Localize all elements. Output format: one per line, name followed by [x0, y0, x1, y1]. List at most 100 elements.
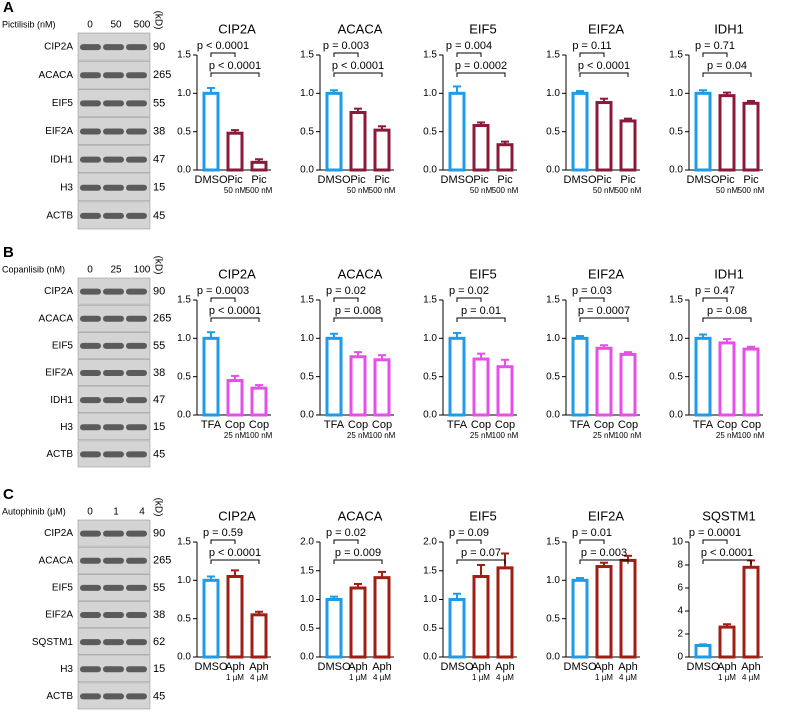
y-tick-label: 0.5	[300, 371, 314, 382]
p-value: p = 0.01	[572, 527, 612, 539]
panel-label: B	[3, 244, 14, 261]
kd-label: 47	[153, 154, 165, 166]
lane-label: 50	[110, 20, 122, 31]
protein-label: EIF2A	[45, 126, 73, 137]
y-tick-label: 1.0	[669, 88, 683, 99]
significance-bracket	[456, 52, 482, 57]
y-tick-label: 1.0	[177, 575, 191, 586]
x-tick-label: Aph	[225, 661, 245, 673]
y-tick-label: 1.5	[423, 565, 437, 576]
p-value: p = 0.01	[461, 305, 501, 317]
y-tick-label: 1.5	[669, 50, 683, 61]
significance-bracket	[702, 539, 728, 544]
x-sublabel: 1 µM	[349, 673, 367, 682]
y-tick-label: 0.5	[177, 613, 191, 624]
y-tick-label: 1.0	[300, 88, 314, 99]
bar	[250, 613, 268, 659]
x-tick-label: Pic	[350, 174, 366, 186]
protein-label: ACACA	[39, 70, 74, 81]
x-sublabel: 500 nM	[369, 186, 396, 195]
y-tick-label: 1.5	[546, 50, 560, 61]
blot-band	[126, 557, 147, 564]
p-value: p = 0.004	[446, 40, 492, 52]
y-tick-label: 1.5	[300, 50, 314, 61]
blot-band	[126, 128, 147, 135]
chart-title: IDH1	[714, 266, 744, 281]
p-value: p = 0.02	[326, 285, 366, 297]
blot-band	[126, 693, 147, 700]
significance-bracket	[579, 559, 629, 564]
x-sublabel: 1 µM	[718, 673, 736, 682]
kd-label: 55	[153, 340, 165, 352]
x-tick-label: Aph	[594, 661, 614, 673]
x-sublabel: 4 µM	[250, 673, 268, 682]
x-tick-label: Cop	[348, 419, 368, 431]
bar	[325, 336, 343, 417]
chart-title: EIF2A	[588, 266, 624, 281]
blot-band	[103, 100, 124, 107]
p-value: p = 0.008	[335, 305, 381, 317]
protein-label: IDH1	[50, 395, 73, 406]
protein-label: EIF2A	[45, 610, 73, 621]
protein-label: EIF5	[52, 98, 74, 109]
kd-label: 265	[153, 313, 171, 325]
blot-band	[80, 72, 101, 79]
x-sublabel: 100 nM	[615, 431, 642, 440]
bar	[202, 336, 220, 417]
blot-band	[126, 451, 147, 458]
blot-band	[80, 342, 101, 349]
x-tick-label: Pic	[227, 174, 243, 186]
protein-label: ACACA	[39, 313, 74, 324]
y-tick-label: 0.5	[300, 623, 314, 634]
x-tick-label: Aph	[618, 661, 638, 673]
y-tick-label: 0.0	[423, 165, 437, 176]
blot-band	[126, 584, 147, 591]
lane-label: 100	[134, 265, 151, 276]
blot-band	[103, 342, 124, 349]
bar	[226, 379, 244, 417]
chart-title: ACACA	[338, 508, 383, 523]
blot-band	[103, 639, 124, 646]
y-tick-label: 1.5	[177, 50, 191, 61]
y-tick-label: 1.5	[669, 295, 683, 306]
x-tick-label: DMSO	[441, 174, 474, 186]
y-tick-label: 0	[677, 652, 683, 663]
x-tick-label: Aph	[372, 661, 392, 673]
x-sublabel: 25 nM	[347, 431, 370, 440]
y-tick-label: 1.5	[177, 295, 191, 306]
protein-label: ACTB	[46, 449, 73, 460]
bar	[373, 358, 391, 417]
chart-title: EIF2A	[588, 508, 624, 523]
protein-label: ACACA	[39, 555, 74, 566]
x-tick-label: DMSO	[195, 661, 228, 673]
p-value: p = 0.08	[707, 305, 747, 317]
x-sublabel: 25 nM	[593, 431, 616, 440]
bar	[472, 124, 490, 172]
blot-band	[103, 44, 124, 51]
y-tick-label: 0.0	[177, 652, 191, 663]
blot-band	[80, 315, 101, 322]
blot-band	[103, 530, 124, 537]
x-tick-label: Pic	[620, 174, 636, 186]
protein-label: SQSTM1	[32, 637, 74, 648]
y-tick-label: 8	[677, 560, 683, 571]
blot-band	[80, 612, 101, 618]
lane-label: 500	[134, 20, 151, 31]
x-sublabel: 100 nM	[369, 431, 396, 440]
y-tick-label: 1.5	[177, 537, 191, 548]
lane-label: 0	[87, 20, 93, 31]
x-tick-label: DMSO	[318, 174, 351, 186]
y-tick-label: 1.0	[669, 333, 683, 344]
significance-bracket	[702, 317, 752, 322]
panel-label: A	[3, 0, 14, 16]
treatment-label: Pictilisib (nM)	[2, 19, 56, 29]
blot-band	[103, 666, 124, 673]
blot-band	[103, 612, 124, 618]
x-sublabel: 500 nM	[615, 186, 642, 195]
kd-label: 55	[153, 582, 165, 594]
significance-bracket	[456, 297, 482, 302]
x-tick-label: TFA	[324, 419, 345, 431]
x-tick-label: Aph	[471, 661, 491, 673]
x-tick-label: DMSO	[687, 174, 720, 186]
p-value: p = 0.0001	[689, 527, 741, 539]
